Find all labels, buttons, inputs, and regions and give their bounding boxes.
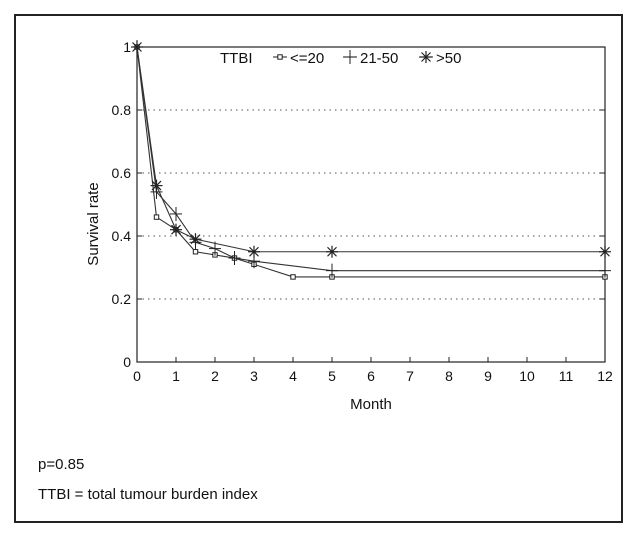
y-tick-label: 0.2 (112, 291, 132, 307)
star-marker (150, 179, 163, 192)
x-tick-label: 0 (133, 368, 141, 384)
plus-marker (228, 251, 241, 266)
x-axis-label: Month (350, 396, 392, 413)
x-tick-label: 3 (250, 368, 258, 384)
star-marker (599, 245, 611, 258)
x-tick-label: 6 (367, 368, 375, 384)
y-tick-label: 0.4 (112, 228, 132, 244)
series-line (136, 46, 605, 278)
series-line (136, 46, 605, 253)
plus-marker (326, 263, 338, 278)
x-tick-label: 11 (559, 368, 574, 384)
x-tick-label: 8 (445, 368, 453, 384)
y-tick-label: 0.8 (112, 102, 132, 118)
plus-marker (209, 241, 221, 256)
x-tick-label: 2 (211, 368, 219, 384)
star-marker (420, 51, 432, 63)
plot-area (136, 46, 606, 363)
axes: 00.20.40.60.810 1 2 3 4 5 6 7 8 9 10 11 12 (112, 39, 613, 384)
legend-entry-label: >50 (436, 50, 461, 67)
square-marker (290, 274, 296, 280)
series-line (136, 46, 605, 272)
legend: TTBI <=20 21-50 >50 (220, 50, 461, 67)
square-marker (277, 54, 283, 60)
ttbi-definition-note: TTBI = total tumour burden index (38, 486, 258, 503)
star-marker (189, 233, 202, 246)
y-tick-label: 0 (123, 354, 131, 370)
square-marker (153, 214, 160, 220)
plus-marker (170, 206, 182, 221)
x-tick-label: 12 (597, 368, 613, 384)
star-marker (326, 245, 338, 258)
x-tick-label: 5 (328, 368, 336, 384)
x-tick-label: 4 (289, 368, 297, 384)
legend-entry-label: <=20 (290, 50, 324, 67)
star-marker (131, 41, 143, 53)
plus-marker (344, 50, 356, 64)
y-tick-label: 1 (123, 39, 131, 55)
star-marker (170, 223, 182, 236)
x-tick-label: 9 (484, 368, 492, 384)
legend-title: TTBI (220, 50, 253, 67)
x-tick-label: 7 (406, 368, 414, 384)
legend-entry-label: 21-50 (360, 50, 398, 67)
figure-frame (14, 14, 623, 523)
x-tick-label: 1 (172, 368, 180, 384)
x-tick-label: 10 (519, 368, 535, 384)
plus-marker (599, 263, 611, 278)
y-tick-label: 0.6 (112, 165, 132, 181)
square-marker (192, 249, 199, 255)
y-axis-label: Survival rate (85, 182, 102, 265)
gridlines (137, 109, 605, 300)
p-value-note: p=0.85 (38, 456, 85, 473)
star-marker (248, 245, 260, 258)
series-lines (131, 40, 611, 280)
